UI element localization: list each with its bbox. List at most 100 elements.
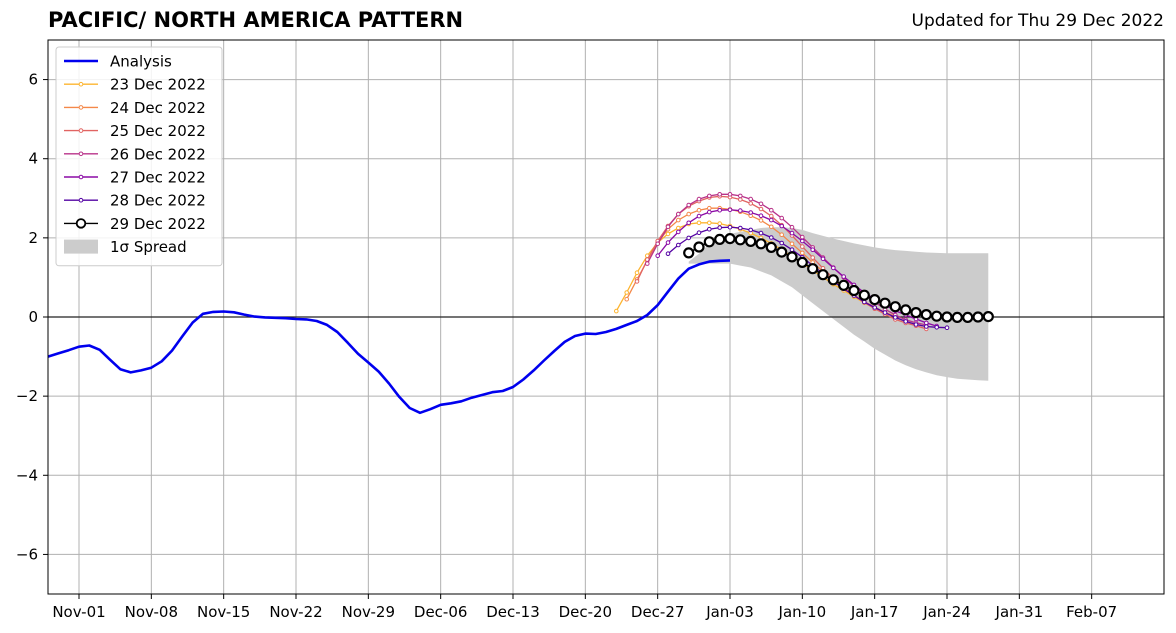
x-tick-label: Dec-20 [559, 603, 613, 621]
forecast-point [686, 211, 692, 217]
forecast-point [714, 233, 726, 245]
forecast-point [869, 294, 881, 306]
forecast-point [810, 247, 816, 252]
legend-label: 23 Dec 2022 [110, 76, 206, 94]
forecast-point [707, 209, 712, 215]
x-tick-label: Jan-10 [778, 603, 827, 621]
forecast-point [789, 224, 795, 230]
forecast-2022-12-30 [683, 233, 994, 323]
forecast-point [624, 296, 630, 302]
forecast-point [755, 238, 767, 250]
legend-label: 1σ Spread [110, 238, 187, 256]
forecast-point [913, 322, 919, 327]
forecast-point [738, 225, 743, 231]
forecast-point [645, 261, 650, 266]
forecast-point [924, 324, 929, 329]
y-tick-label: 4 [28, 150, 38, 168]
legend-label: 24 Dec 2022 [110, 99, 206, 117]
legend: Analysis 23 Dec 2022 24 Dec 2022 25 Dec 202… [55, 46, 223, 267]
forecast-point [703, 236, 715, 248]
forecast-point [614, 308, 619, 314]
legend-swatch [64, 239, 98, 254]
forecast-point [717, 221, 723, 226]
forecast-point [655, 241, 661, 247]
forecast-point [900, 304, 912, 316]
forecast-point [931, 310, 943, 322]
forecast-point [838, 279, 850, 291]
forecast-point [717, 225, 723, 230]
forecast-point [738, 208, 743, 213]
forecast-point [727, 192, 733, 197]
x-tick-label: Nov-15 [197, 603, 250, 621]
forecast-point [769, 207, 774, 213]
forecast-point [982, 311, 994, 323]
forecast-point [827, 274, 839, 286]
forecast-point [707, 220, 712, 226]
forecast-point [800, 238, 805, 244]
forecast-point [769, 217, 774, 223]
forecast-point [748, 196, 754, 202]
legend-label: 25 Dec 2022 [110, 122, 206, 140]
forecast-point [727, 207, 733, 213]
forecast-point [665, 251, 671, 256]
spread-band [688, 227, 989, 381]
forecast-point [962, 311, 974, 323]
forecast-point [841, 274, 847, 279]
forecast-point [786, 251, 798, 263]
forecast-point [910, 307, 922, 319]
forecast-point [769, 213, 774, 219]
forecast-point [696, 220, 702, 226]
forecast-point [686, 202, 692, 208]
legend-label: 26 Dec 2022 [110, 145, 206, 163]
legend-marker [78, 81, 84, 87]
x-tick-label: Jan-17 [850, 603, 899, 621]
forecast-point [696, 196, 702, 202]
forecast-point [727, 224, 733, 230]
spread-area [688, 227, 989, 381]
legend-label: 27 Dec 2022 [110, 169, 206, 187]
forecast-series [614, 192, 994, 332]
forecast-point [848, 284, 860, 297]
legend-label: 28 Dec 2022 [110, 192, 206, 210]
forecast-point [779, 223, 785, 229]
y-tick-label: −2 [16, 387, 38, 405]
forecast-point [724, 233, 736, 245]
forecast-point [665, 240, 671, 245]
legend-marker [78, 197, 84, 203]
x-tick-label: Dec-06 [414, 603, 468, 621]
y-axis: −6 −4 −2 0 2 4 6 [16, 71, 48, 563]
forecast-point [872, 305, 878, 310]
forecast-point [817, 269, 829, 281]
forecast-point [796, 256, 808, 268]
forecast-point [800, 244, 805, 249]
y-tick-label: 2 [28, 229, 38, 247]
forecast-point [717, 207, 723, 213]
y-tick-label: −6 [16, 545, 38, 563]
forecast-point [807, 263, 819, 275]
forecast-point [686, 220, 692, 226]
forecast-point [765, 241, 777, 253]
forecast-point [944, 325, 950, 331]
legend-marker [78, 174, 84, 180]
forecast-point [758, 230, 764, 236]
forecast-line [646, 193, 927, 326]
forecast-point [738, 193, 743, 199]
forecast-point [748, 227, 754, 233]
forecast-point [745, 235, 757, 247]
x-tick-label: Nov-22 [269, 603, 322, 621]
forecast-point [734, 234, 746, 246]
chart-subtitle: Updated for Thu 29 Dec 2022 [911, 11, 1164, 31]
forecast-point [810, 255, 816, 260]
x-tick-label: Jan-31 [995, 603, 1044, 621]
forecast-point [831, 265, 836, 271]
legend-marker [78, 151, 84, 157]
x-tick-label: Nov-29 [342, 603, 395, 621]
forecast-point [789, 230, 795, 236]
forecast-point [934, 325, 940, 330]
y-tick-label: 6 [28, 71, 38, 89]
forecast-point [903, 319, 909, 324]
forecast-point [889, 301, 901, 313]
forecast-point [738, 197, 743, 202]
